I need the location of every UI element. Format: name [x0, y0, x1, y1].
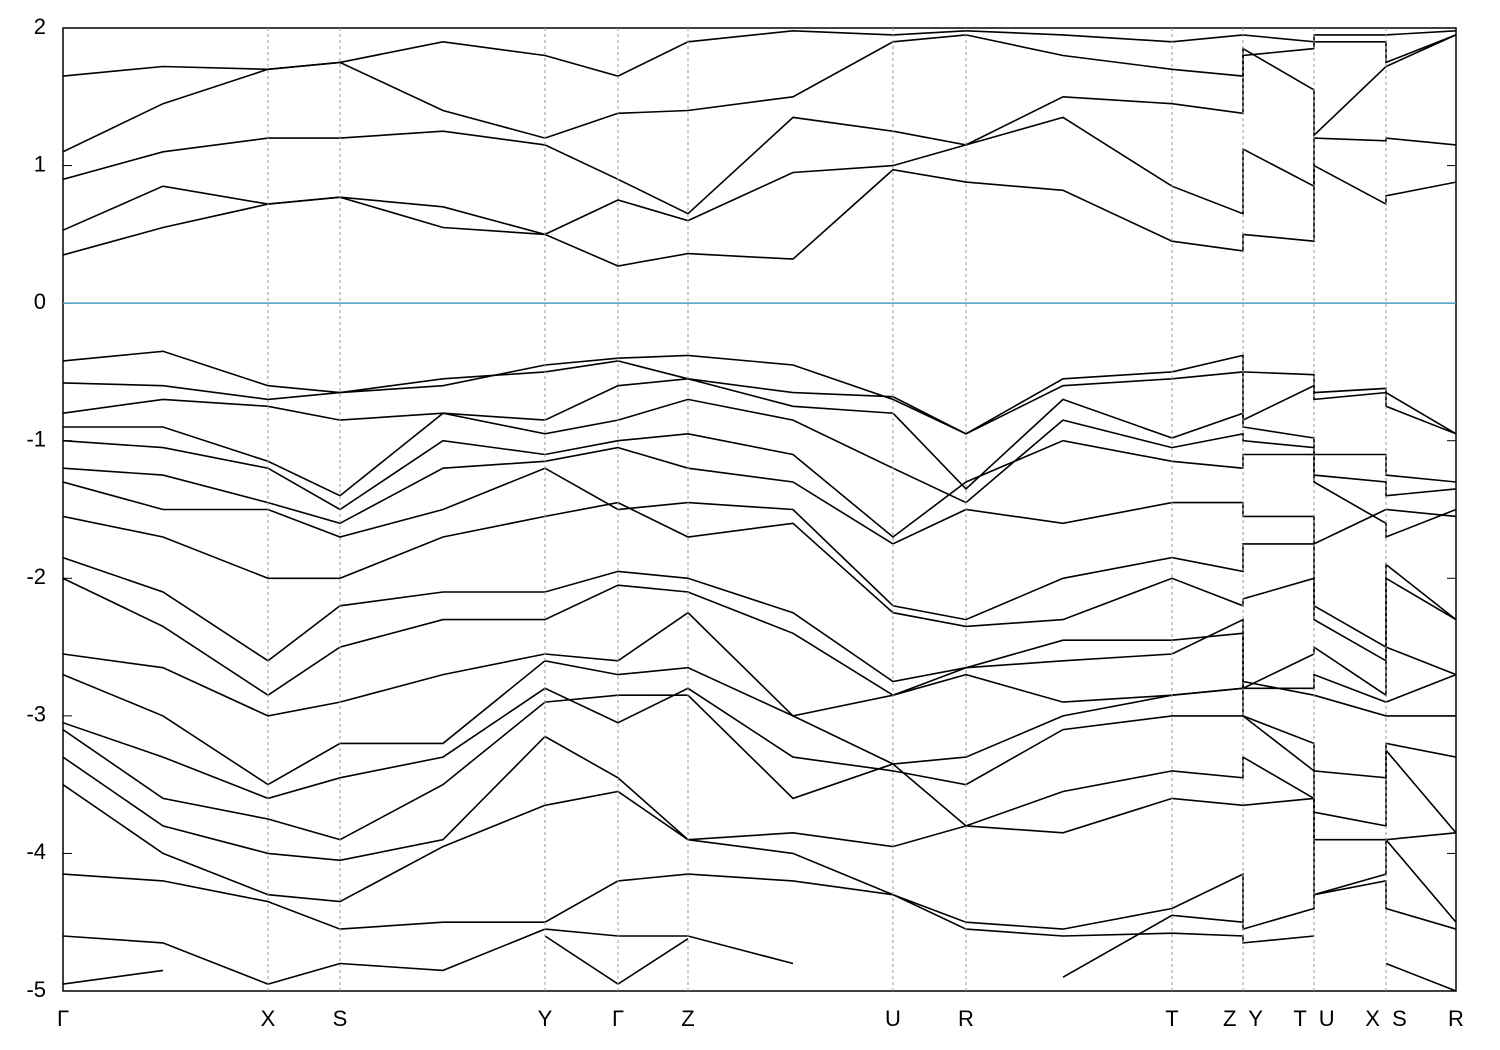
x-tick-label: X S — [1365, 1006, 1407, 1031]
y-tick-label: -2 — [26, 564, 46, 589]
x-tick-label: U — [885, 1006, 901, 1031]
x-tick-label: Z — [681, 1006, 694, 1031]
y-tick-label: 1 — [34, 151, 46, 176]
y-tick-label: 2 — [34, 14, 46, 39]
y-tick-label: 0 — [34, 289, 46, 314]
band-line — [63, 116, 1456, 236]
y-tick-label: -1 — [26, 427, 46, 452]
band-line — [63, 446, 1456, 546]
x-tick-label: R — [958, 1006, 974, 1031]
band-line — [63, 914, 1244, 985]
x-tick-label: R — [1448, 1006, 1464, 1031]
band-line — [63, 873, 1456, 991]
x-tick-label: T U — [1293, 1006, 1334, 1031]
band-line — [63, 360, 1456, 435]
band-line — [63, 34, 1456, 215]
band-line — [63, 377, 1456, 491]
band-line — [63, 398, 1456, 504]
x-tick-label: Γ — [57, 1006, 69, 1031]
y-tick-label: -3 — [26, 702, 46, 727]
x-tick-label: S — [333, 1006, 348, 1031]
y-tick-label: -5 — [26, 977, 46, 1002]
band-line — [63, 350, 1456, 435]
y-tick-label: -4 — [26, 839, 46, 864]
band-line — [63, 34, 1456, 153]
band-line — [63, 432, 1456, 539]
band-line — [63, 783, 1456, 931]
x-tick-label: Z Y — [1223, 1006, 1263, 1031]
x-tick-label: X — [261, 1006, 276, 1031]
bands — [63, 29, 1456, 991]
band-line — [63, 611, 1456, 717]
band-line — [63, 164, 1456, 267]
band-line — [63, 687, 1456, 834]
x-tick-label: T — [1165, 1006, 1178, 1031]
band-line — [63, 29, 1456, 77]
plot-frame — [62, 27, 1457, 992]
band-line — [63, 501, 1456, 663]
x-tick-label: Y — [538, 1006, 553, 1031]
x-tick-label: Γ — [612, 1006, 624, 1031]
